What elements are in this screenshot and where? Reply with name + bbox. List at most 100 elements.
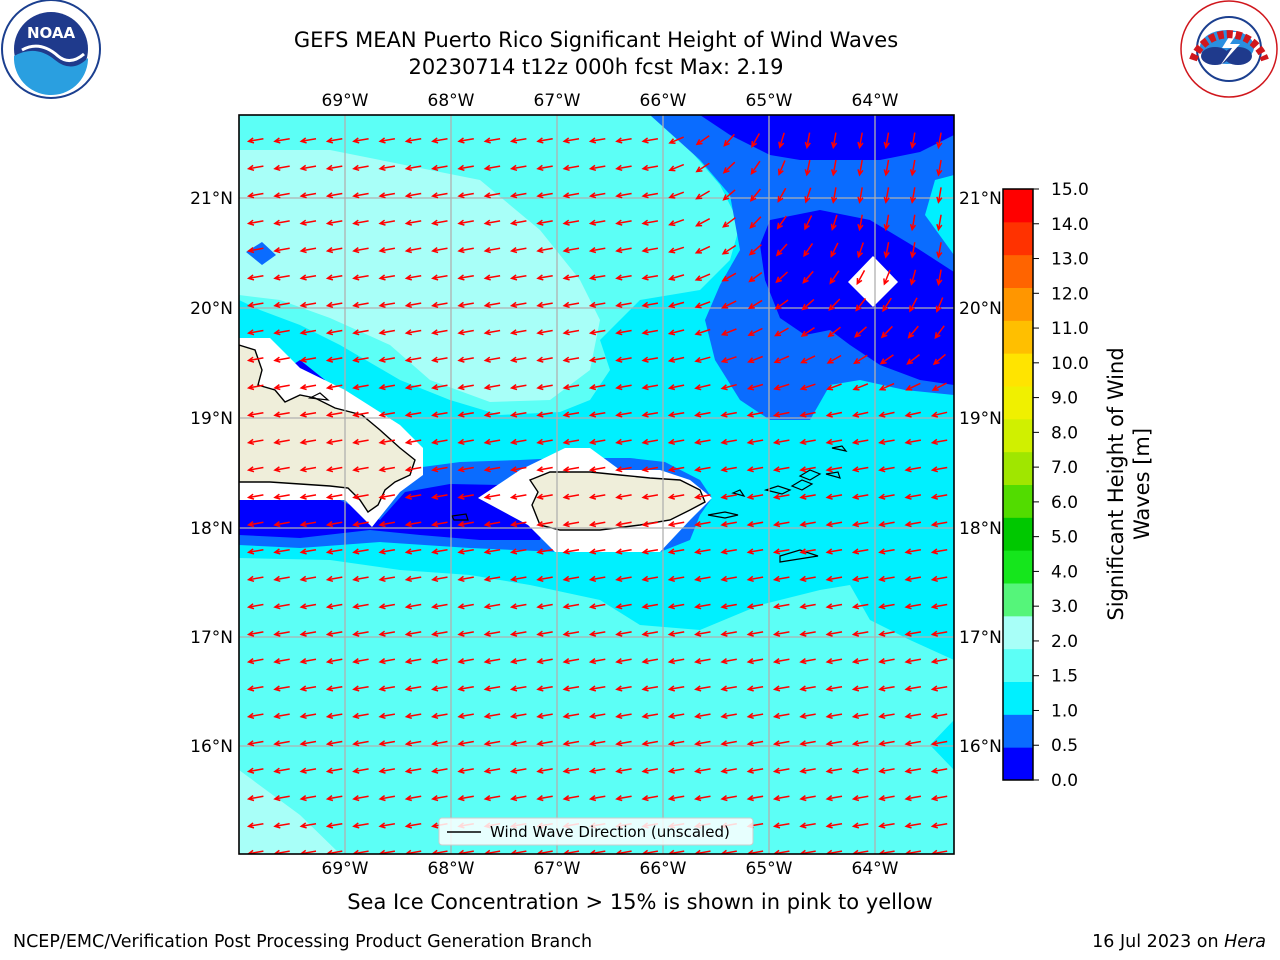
wind-wave-arrow	[694, 493, 711, 500]
wind-wave-arrow	[694, 301, 711, 309]
colorbar-swatch	[1003, 648, 1033, 682]
wind-wave-arrow	[483, 657, 501, 665]
wind-wave-arrow	[299, 438, 317, 446]
wind-wave-arrow	[930, 767, 948, 774]
wind-wave-arrow	[909, 132, 917, 150]
wind-wave-arrow	[904, 794, 922, 802]
wind-wave-arrow	[562, 493, 580, 500]
wind-wave-arrow	[695, 218, 711, 227]
wind-wave-arrow	[378, 438, 396, 446]
wind-wave-arrow	[483, 301, 501, 309]
wind-wave-arrow	[246, 411, 264, 418]
wind-wave-arrow	[747, 355, 763, 364]
wind-wave-arrow	[483, 356, 501, 363]
colorbar-swatch	[1003, 451, 1033, 485]
wind-wave-arrow	[935, 297, 944, 313]
wind-wave-arrow	[457, 466, 474, 473]
wind-wave-arrow	[273, 329, 290, 336]
wind-wave-arrow	[536, 740, 553, 747]
colorbar-swatch	[1003, 221, 1033, 256]
wind-wave-arrow	[562, 383, 580, 391]
wind-wave-arrow	[299, 493, 317, 500]
wind-wave-arrow	[536, 411, 553, 418]
wind-wave-arrow	[431, 411, 448, 418]
wind-wave-arrow	[483, 712, 501, 720]
wind-wave-arrow	[562, 274, 580, 281]
wind-wave-arrow	[667, 630, 685, 637]
wind-wave-arrow	[615, 466, 632, 473]
wind-wave-arrow	[904, 822, 922, 829]
wind-wave-arrow	[457, 685, 474, 692]
wind-wave-arrow	[352, 740, 369, 747]
wind-wave-arrow	[722, 161, 736, 174]
wind-wave-arrow	[299, 603, 317, 610]
wind-wave-arrow	[880, 325, 893, 339]
wind-wave-arrow	[378, 411, 396, 418]
region-0-0-to-0-5-northeast-top	[700, 115, 954, 160]
wind-wave-arrow	[883, 132, 890, 150]
wind-wave-arrow	[325, 192, 343, 199]
wind-wave-arrow	[509, 274, 527, 281]
lat-label-right: 19°N	[959, 409, 1002, 429]
wind-wave-arrow	[404, 603, 422, 610]
right-latitude-labels: 21°N 20°N 19°N 18°N 17°N 16°N	[959, 189, 1002, 757]
wind-wave-arrow	[667, 274, 685, 281]
wind-wave-arrow	[325, 685, 343, 692]
wind-wave-arrow	[404, 219, 422, 226]
wind-wave-arrow	[851, 438, 869, 446]
wind-wave-arrow	[246, 630, 264, 637]
chart-title: GEFS MEAN Puerto Rico Significant Height…	[293, 28, 899, 52]
wind-wave-arrow	[431, 356, 448, 363]
wind-wave-arrow	[378, 493, 396, 500]
wind-wave-arrow	[909, 214, 917, 232]
wind-wave-arrow	[431, 548, 448, 555]
map-frame	[238, 114, 955, 855]
wind-wave-arrow	[352, 329, 369, 336]
wind-wave-arrow	[299, 329, 317, 336]
wind-wave-arrow	[299, 822, 317, 829]
wind-wave-arrow	[615, 329, 632, 336]
wind-wave-arrow	[720, 740, 737, 747]
wind-wave-arrow	[273, 767, 290, 774]
wind-wave-arrow	[536, 520, 553, 528]
wind-wave-arrow	[483, 767, 501, 774]
wind-wave-arrow	[509, 356, 527, 363]
wind-wave-arrow	[695, 135, 710, 146]
lat-label-left: 18°N	[190, 519, 233, 539]
wind-wave-arrow	[536, 219, 553, 226]
wind-wave-arrow	[352, 657, 369, 665]
wind-wave-arrow	[720, 493, 737, 500]
colorbar-tick-label: 9.0	[1051, 389, 1078, 409]
wind-wave-arrow	[772, 822, 790, 829]
wind-wave-arrow	[851, 794, 869, 802]
wind-wave-arrow	[878, 822, 895, 829]
wind-wave-arrow	[431, 246, 448, 254]
wind-wave-arrow	[378, 794, 396, 802]
wind-wave-arrow	[878, 630, 895, 637]
wind-wave-arrow	[299, 520, 317, 528]
wind-wave-arrow	[536, 383, 553, 391]
wind-wave-arrow	[641, 603, 659, 610]
wind-wave-arrow	[799, 493, 816, 500]
wind-wave-arrow	[457, 438, 474, 446]
wind-wave-arrow	[378, 246, 396, 254]
wind-wave-arrow	[904, 740, 922, 747]
wind-wave-arrow	[431, 740, 448, 747]
wind-wave-arrow	[746, 657, 764, 665]
wind-wave-arrow	[668, 136, 684, 145]
wind-wave-arrow	[826, 354, 842, 364]
wind-wave-arrow	[246, 712, 264, 720]
legend-label: Wind Wave Direction (unscaled)	[490, 823, 730, 841]
wind-wave-arrow	[694, 767, 711, 774]
wind-wave-arrow	[299, 794, 317, 802]
lon-label-top: 64°W	[852, 91, 899, 111]
colorbar-swatch	[1003, 287, 1033, 321]
wind-wave-arrow	[536, 274, 553, 281]
wind-wave-arrow	[667, 685, 685, 692]
wind-wave-arrow	[667, 411, 685, 418]
wind-wave-arrow	[483, 575, 501, 583]
wind-wave-arrow	[746, 603, 764, 610]
wind-wave-arrow	[615, 493, 632, 500]
wind-wave-arrow	[562, 575, 580, 583]
wind-wave-arrow	[775, 243, 788, 257]
